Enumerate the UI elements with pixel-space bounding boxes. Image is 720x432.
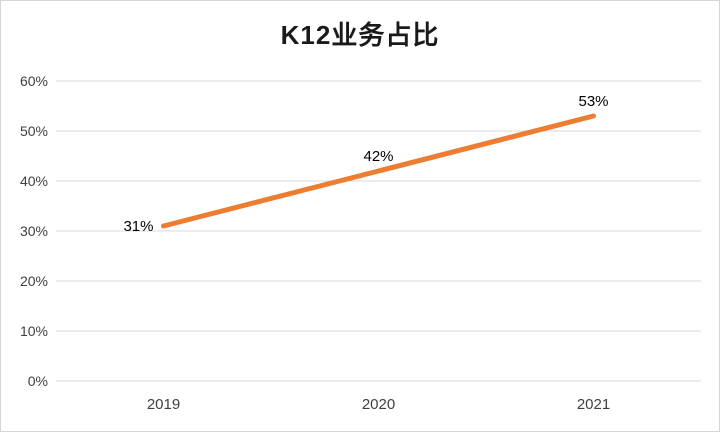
y-tick-label: 0% [28, 373, 48, 389]
chart-title: K12业务占比 [280, 20, 440, 50]
y-tick-label: 20% [20, 273, 48, 289]
x-tick-label: 2021 [577, 396, 610, 413]
y-tick-label: 30% [20, 223, 48, 239]
data-point-label: 31% [123, 218, 153, 235]
data-point-label: 42% [363, 148, 393, 165]
x-tick-label: 2020 [362, 396, 395, 413]
series-line [161, 113, 596, 229]
data-point-label: 53% [578, 93, 608, 110]
y-tick-label: 50% [20, 123, 48, 139]
x-tick-label: 2019 [147, 396, 180, 413]
y-tick-label: 10% [20, 323, 48, 339]
y-tick-label: 60% [20, 73, 48, 89]
y-tick-label: 40% [20, 173, 48, 189]
